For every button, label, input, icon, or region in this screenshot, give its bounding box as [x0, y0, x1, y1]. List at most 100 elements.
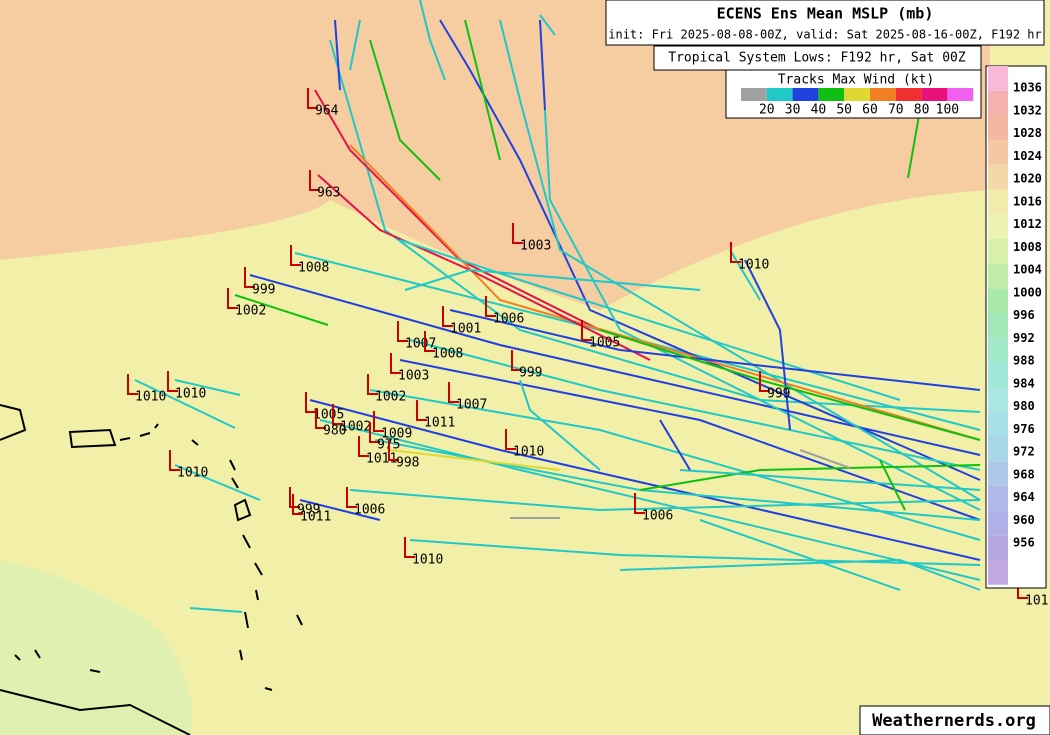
colorbar-swatch	[988, 485, 1008, 511]
low-label: 1001	[450, 322, 481, 337]
colorbar-label: 968	[1013, 467, 1035, 481]
legend-title: Tropical System Lows: F192 hr, Sat 00Z	[668, 51, 966, 66]
storm-track	[404, 268, 701, 291]
low-marker	[369, 422, 380, 443]
low-label: 1002	[340, 420, 371, 435]
colorbar-swatch	[988, 411, 1008, 437]
colorbar-swatch	[988, 535, 1008, 560]
low-label: 1006	[354, 503, 385, 518]
low-label: 1010	[513, 445, 544, 460]
low-label: 999	[519, 366, 542, 381]
storm-track	[409, 339, 981, 471]
low-label: 1007	[405, 337, 436, 352]
storm-tracks	[134, 0, 981, 613]
low-label: 1011	[300, 510, 331, 525]
colorbar-label: 1036	[1013, 81, 1042, 95]
low-marker	[292, 494, 303, 515]
low-marker	[227, 288, 238, 309]
storm-track	[744, 259, 791, 431]
low-marker	[367, 374, 378, 395]
low-marker	[448, 382, 459, 403]
colorbar-label: 964	[1013, 490, 1035, 504]
colorbar-swatch	[988, 238, 1008, 264]
wind-swatch	[870, 88, 896, 101]
colorbar-label: 1012	[1013, 217, 1042, 231]
low-marker	[373, 411, 384, 432]
storm-track	[369, 39, 441, 181]
colorbar-swatch	[988, 115, 1008, 141]
low-label: 101	[1025, 594, 1048, 609]
low-marker	[388, 440, 399, 461]
island	[233, 498, 303, 661]
colorbar-swatch	[988, 510, 1008, 536]
low-marker	[511, 350, 522, 371]
colorbar-label: 972	[1013, 445, 1035, 459]
storm-track	[249, 274, 981, 456]
storm-track	[419, 0, 446, 81]
low-marker	[244, 267, 255, 288]
title: ECENS Ens Mean MSLP (mb)	[717, 5, 934, 23]
wind-label: 60	[862, 103, 878, 118]
low-marker	[397, 321, 408, 342]
colorbar-label: 988	[1013, 354, 1035, 368]
low-marker	[289, 487, 300, 508]
subtitle: init: Fri 2025-08-08-00Z, valid: Sat 202…	[608, 28, 1041, 42]
low-marker	[390, 353, 401, 374]
low-label: 1006	[493, 312, 524, 327]
low-label: 1007	[456, 398, 487, 413]
storm-track	[319, 419, 981, 581]
storm-track	[389, 449, 561, 471]
low-label: 1010	[135, 390, 166, 405]
low-label: 1005	[589, 336, 620, 351]
colorbar-label: 976	[1013, 422, 1035, 436]
legend-box: Tropical System Lows: F192 hr, Sat 00Z T…	[653, 45, 982, 119]
colorbar-label: 960	[1013, 513, 1035, 527]
storm-track	[234, 294, 329, 326]
wind-label: 50	[836, 103, 852, 118]
low-marker	[424, 331, 435, 352]
storm-track	[134, 379, 236, 429]
storm-track	[519, 379, 601, 471]
low-label: 1003	[398, 369, 429, 384]
colorbar-label: 1024	[1013, 149, 1042, 163]
wind-label: 20	[759, 103, 775, 118]
low-label: 1008	[298, 261, 329, 276]
wind-legend-title: Tracks Max Wind (kt)	[778, 73, 935, 88]
wind-label: 80	[914, 103, 930, 118]
low-label: 1002	[375, 390, 406, 405]
low-marker	[309, 170, 320, 191]
low-label: 999	[252, 283, 275, 298]
storm-track	[349, 489, 981, 512]
wind-swatch	[741, 88, 767, 101]
low-marker	[169, 450, 180, 471]
low-marker	[307, 88, 318, 109]
colorbar-label: 1016	[1013, 194, 1042, 208]
island	[191, 439, 239, 489]
title-background	[605, 0, 1045, 46]
wind-swatch	[844, 88, 870, 101]
storm-track	[879, 459, 906, 511]
wind-label: 40	[811, 103, 827, 118]
legend-title-background	[653, 45, 982, 71]
storm-track	[189, 607, 243, 613]
storm-track	[539, 19, 546, 111]
colorbar-swatch	[988, 66, 1008, 91]
low-label: 1005	[313, 408, 344, 423]
low-label: 998	[396, 456, 419, 471]
wind-swatch	[947, 88, 974, 101]
low-label: 1010	[175, 387, 206, 402]
colorbar-swatch	[988, 560, 1008, 585]
colorbar-label: 992	[1013, 331, 1035, 345]
low-marker	[404, 537, 415, 558]
storm-track	[619, 558, 981, 591]
low-marker	[127, 374, 138, 395]
storm-track	[317, 174, 651, 361]
storm-track	[349, 19, 361, 71]
storm-track	[299, 499, 381, 521]
wind-colorbar: 20 30 40 50 60 70 80 100	[741, 88, 974, 118]
low-label: 964	[315, 104, 339, 119]
wind-label: 70	[888, 103, 904, 118]
storm-track	[799, 449, 851, 469]
storm-track	[449, 309, 981, 391]
